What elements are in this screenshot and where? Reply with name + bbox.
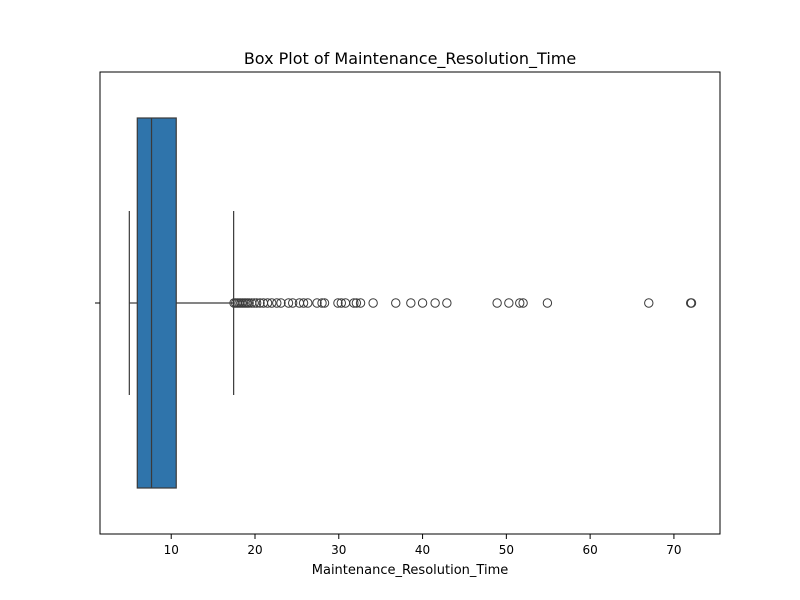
outlier-point [267, 298, 277, 308]
outlier-point [255, 298, 265, 308]
outlier-point [355, 298, 366, 308]
outlier-point [312, 298, 322, 308]
x-tick-label: 70 [666, 543, 681, 557]
outlier-point [368, 298, 378, 308]
outlier-point [317, 298, 327, 308]
outlier-point [303, 298, 313, 308]
x-axis: 10 20 30 40 50 60 70 [164, 534, 682, 557]
chart-title: Box Plot of Maintenance_Resolution_Time [244, 49, 576, 69]
outlier-point [262, 298, 273, 308]
outlier-point [391, 298, 401, 308]
x-tick-label: 30 [331, 543, 346, 557]
outlier-point [349, 298, 359, 308]
outlier-point [518, 298, 528, 308]
outlier-point [515, 298, 525, 308]
outlier-point [417, 298, 428, 308]
outlier-point [644, 298, 654, 308]
outlier-point [406, 298, 416, 308]
outlier-point [351, 298, 362, 308]
outlier-point [492, 298, 502, 308]
x-axis-label: Maintenance_Resolution_Time [312, 563, 508, 578]
outlier-point [319, 298, 330, 308]
outlier-point [333, 298, 343, 308]
outlier-point [249, 298, 259, 308]
outlier-point [442, 298, 452, 308]
outlier-point [276, 298, 286, 308]
outlier-point [272, 298, 282, 308]
outlier-point [430, 298, 440, 308]
x-tick-label: 10 [164, 543, 179, 557]
x-tick-label: 60 [582, 543, 597, 557]
outlier-point [504, 298, 514, 308]
plot-area [128, 117, 697, 489]
x-tick-label: 20 [247, 543, 262, 557]
outlier-point [298, 298, 309, 308]
outlier-point [686, 298, 697, 308]
outlier-point [251, 298, 262, 308]
x-tick-label: 50 [499, 543, 514, 557]
outlier-point [336, 298, 346, 308]
outlier-point [283, 298, 294, 308]
iqr-box [136, 117, 177, 489]
outlier-point [288, 298, 298, 308]
x-tick-label: 40 [415, 543, 430, 557]
outlier-point [244, 298, 254, 308]
outlier-point [542, 298, 553, 308]
